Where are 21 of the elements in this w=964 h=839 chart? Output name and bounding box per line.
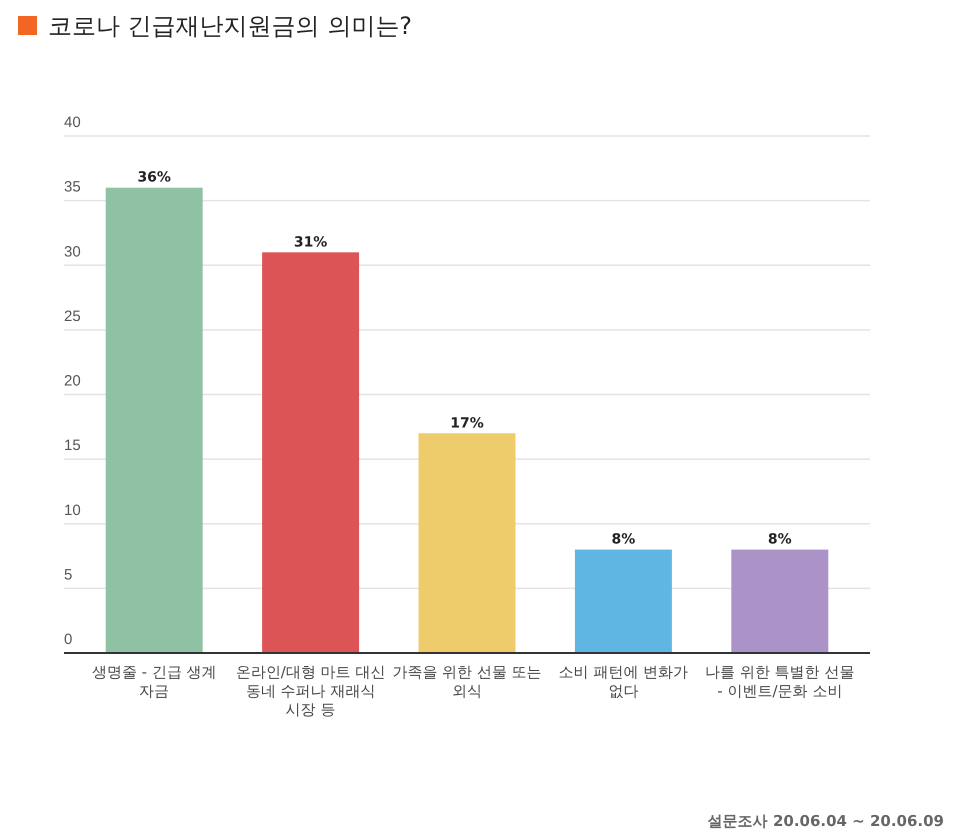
y-tick-label: 25 xyxy=(64,308,81,325)
x-tick-label: 가족을 위한 선물 또는 외식 xyxy=(392,663,542,700)
y-tick-label: 10 xyxy=(64,502,81,519)
data-label: 36% xyxy=(137,170,171,186)
y-tick-label: 0 xyxy=(64,631,72,648)
x-tick-label: 나를 위한 특별한 선물 - 이벤트/문화 소비 xyxy=(705,663,854,700)
y-tick-label: 20 xyxy=(64,372,81,390)
y-tick-label: 30 xyxy=(64,243,81,260)
x-tick-label: 생명줄 - 긴급 생계 자금 xyxy=(92,663,217,700)
data-label: 8% xyxy=(768,532,792,548)
data-label: 17% xyxy=(450,415,484,432)
data-label: 8% xyxy=(612,532,636,548)
data-label: 31% xyxy=(294,234,328,250)
text: 설문조사 20.06.04 ~ 20.06.09 xyxy=(708,812,944,830)
x-tick-label: 소비 패턴에 변화가 없다 xyxy=(558,663,688,700)
chart-title: 코로나 긴급재난지원금의 의미는? xyxy=(48,12,412,40)
y-tick-label: 5 xyxy=(64,566,72,584)
y-tick-label: 35 xyxy=(64,178,81,196)
y-tick-label: 40 xyxy=(64,114,81,131)
x-tick-label: 온라인/대형 마트 대신 동네 수퍼나 재래식 시장 등 xyxy=(236,663,386,718)
y-tick-label: 15 xyxy=(64,437,81,454)
